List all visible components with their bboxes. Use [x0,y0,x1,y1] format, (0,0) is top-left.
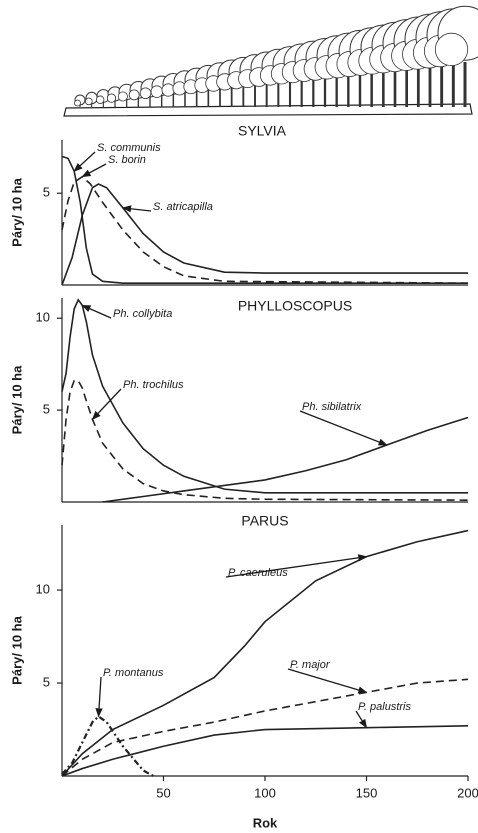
series-label: Ph. sibilatrix [302,401,362,413]
tree-crown [74,99,81,107]
x-tick-label: 150 [356,785,378,800]
forest-illustration [63,5,478,117]
tree-crown [161,83,175,97]
x-axis-label: Rok [253,815,278,830]
y-axis-label: Páry/ 10 ha [9,365,24,434]
tree-crown [434,32,469,67]
label-arrow [91,388,122,420]
series-label: S. atricapilla [153,201,213,213]
series-label: P. major [290,659,331,671]
series-label: S. borin [108,154,146,166]
tree-crown [106,93,117,103]
series-line [61,155,468,284]
series-line [61,175,469,284]
y-tick-label: 5 [43,402,50,417]
series-line [61,183,468,286]
y-tick-label: 5 [43,185,50,200]
series-line [61,298,468,494]
label-arrow [73,151,96,172]
x-tick-label: 50 [156,785,170,800]
panel-title: PARUS [241,513,288,529]
ground [63,103,473,117]
x-tick-label: 200 [457,785,478,800]
series-line [61,379,469,501]
label-arrow [225,554,368,578]
tree-crown [150,85,164,98]
tree-crown [95,95,105,104]
series-line [61,529,469,777]
panel-title: PHYLLOSCOPUS [238,298,352,314]
y-tick-label: 10 [36,310,50,325]
tree-crown [128,89,140,101]
label-arrow [95,676,103,718]
y-tick-label: 10 [36,582,50,597]
x-tick-label: 100 [254,785,276,800]
series-label: S. communis [97,142,161,154]
tree-crown [117,91,128,102]
series-line [61,725,469,777]
label-arrow [355,710,368,729]
label-arrow [81,304,112,319]
series-label: P. palustris [358,701,411,713]
series-line [61,678,469,777]
panel-title: SYLVIA [238,123,287,139]
y-axis-label: Páry/ 10 ha [9,615,24,684]
series-label: Ph. collybita [113,308,172,320]
y-tick-label: 5 [43,674,50,689]
series-label: P. montanus [103,667,164,679]
y-axis-label: Páry/ 10 ha [9,177,24,246]
label-arrow [121,205,152,213]
label-arrow [81,163,107,178]
series-line [102,416,469,503]
tree-crown [139,87,152,100]
tree-crown [85,97,93,106]
series-line [61,715,154,777]
label-arrow [299,410,388,446]
series-label: Ph. trochilus [123,379,184,391]
label-arrow [287,668,368,694]
